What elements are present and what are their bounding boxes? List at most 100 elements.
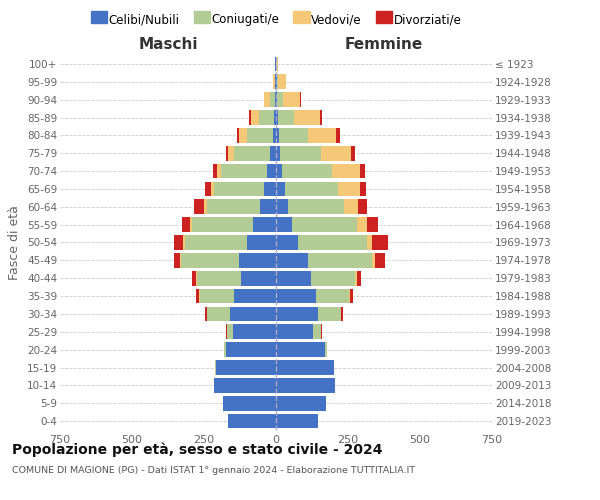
Bar: [237, 128, 239, 142]
Bar: [298, 235, 367, 250]
Bar: [276, 146, 280, 160]
Bar: [190, 218, 193, 232]
Bar: [233, 324, 276, 339]
Bar: [276, 378, 335, 392]
Bar: [308, 128, 337, 142]
Bar: [227, 324, 233, 339]
Bar: [226, 342, 276, 357]
Bar: [344, 200, 358, 214]
Bar: [351, 146, 355, 160]
Bar: [212, 164, 217, 178]
Bar: [341, 306, 343, 322]
Bar: [276, 306, 318, 322]
Bar: [338, 182, 359, 196]
Bar: [373, 235, 388, 250]
Bar: [234, 289, 276, 304]
Text: Maschi: Maschi: [138, 38, 198, 52]
Bar: [174, 253, 179, 268]
Bar: [276, 128, 279, 142]
Bar: [270, 146, 276, 160]
Bar: [215, 360, 276, 375]
Bar: [358, 200, 367, 214]
Bar: [183, 235, 185, 250]
Bar: [376, 253, 385, 268]
Bar: [272, 128, 276, 142]
Bar: [337, 128, 340, 142]
Bar: [350, 289, 353, 304]
Bar: [359, 182, 366, 196]
Bar: [280, 146, 320, 160]
Bar: [320, 110, 322, 125]
Bar: [224, 342, 226, 357]
Bar: [276, 271, 311, 285]
Bar: [251, 110, 259, 125]
Bar: [200, 289, 234, 304]
Bar: [265, 92, 270, 107]
Bar: [185, 235, 247, 250]
Bar: [270, 92, 275, 107]
Bar: [276, 92, 277, 107]
Bar: [234, 146, 270, 160]
Bar: [221, 164, 268, 178]
Bar: [230, 306, 276, 322]
Bar: [214, 378, 276, 392]
Bar: [313, 324, 320, 339]
Bar: [205, 182, 211, 196]
Bar: [239, 128, 247, 142]
Bar: [247, 128, 272, 142]
Bar: [223, 396, 276, 410]
Bar: [265, 182, 276, 196]
Text: Popolazione per età, sesso e stato civile - 2024: Popolazione per età, sesso e stato civil…: [12, 442, 383, 457]
Bar: [325, 342, 327, 357]
Bar: [196, 289, 199, 304]
Bar: [275, 92, 276, 107]
Bar: [182, 218, 190, 232]
Bar: [207, 200, 260, 214]
Bar: [192, 271, 196, 285]
Bar: [247, 235, 276, 250]
Bar: [214, 182, 265, 196]
Bar: [276, 110, 278, 125]
Bar: [226, 146, 229, 160]
Bar: [292, 218, 356, 232]
Bar: [373, 253, 376, 268]
Bar: [276, 289, 316, 304]
Bar: [277, 74, 278, 89]
Bar: [179, 253, 181, 268]
Bar: [217, 164, 221, 178]
Bar: [284, 182, 338, 196]
Bar: [229, 414, 276, 428]
Bar: [253, 218, 276, 232]
Bar: [276, 414, 318, 428]
Bar: [278, 74, 286, 89]
Bar: [349, 289, 350, 304]
Bar: [181, 253, 239, 268]
Bar: [278, 110, 294, 125]
Bar: [316, 289, 349, 304]
Bar: [282, 164, 332, 178]
Bar: [276, 235, 298, 250]
Bar: [367, 218, 378, 232]
Bar: [276, 342, 325, 357]
Bar: [273, 74, 275, 89]
Bar: [268, 164, 276, 178]
Bar: [249, 110, 251, 125]
Bar: [276, 164, 282, 178]
Bar: [276, 253, 308, 268]
Bar: [367, 235, 373, 250]
Bar: [356, 271, 361, 285]
Bar: [239, 253, 276, 268]
Bar: [207, 306, 230, 322]
Bar: [194, 200, 204, 214]
Bar: [279, 128, 308, 142]
Bar: [259, 110, 274, 125]
Bar: [211, 182, 214, 196]
Bar: [197, 271, 241, 285]
Bar: [276, 74, 277, 89]
Bar: [276, 218, 292, 232]
Bar: [311, 271, 355, 285]
Bar: [274, 110, 276, 125]
Bar: [276, 324, 313, 339]
Bar: [204, 200, 207, 214]
Text: COMUNE DI MAGIONE (PG) - Dati ISTAT 1° gennaio 2024 - Elaborazione TUTTITALIA.IT: COMUNE DI MAGIONE (PG) - Dati ISTAT 1° g…: [12, 466, 415, 475]
